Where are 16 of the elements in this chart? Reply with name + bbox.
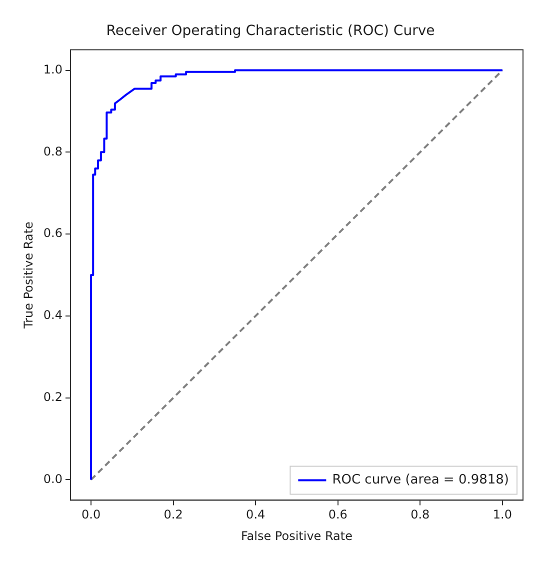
y-axis-title: True Positive Rate [21, 222, 36, 330]
x-tick-label: 0.6 [328, 508, 348, 522]
x-tick-label: 0.8 [410, 508, 430, 522]
y-tick-label: 0.4 [43, 308, 62, 322]
x-tick-label: 1.0 [492, 508, 512, 522]
x-tick-label: 0.4 [246, 508, 266, 522]
chart-title: Receiver Operating Characteristic (ROC) Curve [106, 23, 435, 40]
x-tick-label: 0.0 [82, 508, 101, 522]
y-tick-label: 0.6 [43, 226, 62, 240]
y-tick-label: 0.0 [43, 472, 62, 486]
y-tick-label: 1.0 [43, 62, 62, 76]
legend-label: ROC curve (area = 0.9818) [332, 472, 510, 488]
x-tick-label: 0.2 [164, 508, 183, 522]
x-axis-title: False Positive Rate [240, 528, 353, 543]
y-tick-label: 0.2 [43, 390, 62, 404]
y-tick-label: 0.8 [43, 144, 62, 158]
